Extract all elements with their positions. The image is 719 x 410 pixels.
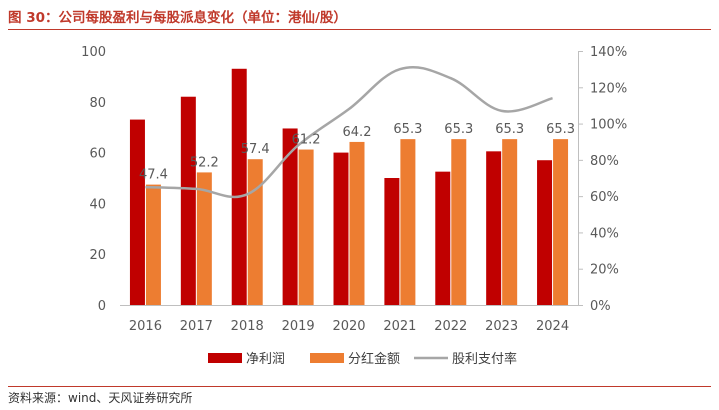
y-right-tick-label: 40% <box>590 226 619 241</box>
bar-net-profit-2020 <box>333 152 349 305</box>
bar-net-profit-2023 <box>486 151 502 305</box>
x-tick-label: 2019 <box>282 319 315 334</box>
x-tick-label: 2017 <box>180 319 213 334</box>
y-left-tick-label: 40 <box>89 197 106 212</box>
bar-dividend-2018 <box>247 159 263 305</box>
source-note: 资料来源：wind、天风证券研究所 <box>8 391 193 405</box>
data-label-dividend-2021: 65.3 <box>393 122 422 137</box>
line-payout-ratio <box>145 65 553 199</box>
bar-dividend-2021 <box>400 139 416 305</box>
y-right-tick-label: 0% <box>590 299 611 314</box>
line-layer <box>145 65 553 199</box>
data-label-dividend-2020: 64.2 <box>343 125 372 140</box>
data-label-dividend-2023: 65.3 <box>495 122 524 137</box>
data-label-dividend-2024: 65.3 <box>546 122 575 137</box>
bar-dividend-2022 <box>451 139 467 305</box>
bar-dividend-2020 <box>349 141 365 305</box>
data-label-dividend-2018: 57.4 <box>241 142 270 157</box>
y-right-tick-label: 20% <box>590 263 619 278</box>
title-rule <box>8 29 711 30</box>
bar-net-profit-2019 <box>282 128 298 305</box>
y-left-tick-label: 20 <box>89 248 106 263</box>
y-left-tick-label: 60 <box>89 147 106 162</box>
legend-label-payout: 股利支付率 <box>452 351 517 367</box>
x-tick-label: 2018 <box>231 319 264 334</box>
bars-layer <box>129 68 569 305</box>
x-tick-label: 2020 <box>332 319 365 334</box>
y-left-tick-label: 0 <box>98 299 106 314</box>
bar-dividend-2019 <box>298 149 314 305</box>
bar-dividend-2017 <box>196 172 212 305</box>
axes-layer: 2016 2017 2018 2019 2020 2021 2022 2023 2024 0 20 4… <box>81 45 627 334</box>
legend-label-dividend: 分红金额 <box>348 351 400 367</box>
legend-label-net-profit: 净利润 <box>246 352 285 367</box>
bar-net-profit-2016 <box>129 119 145 305</box>
y-right-tick-label: 120% <box>590 81 627 96</box>
legend-swatch-net-profit <box>208 353 242 363</box>
legend: 净利润 分红金额 股利支付率 <box>208 351 517 367</box>
bar-net-profit-2022 <box>435 171 451 305</box>
y-left-tick-label: 100 <box>81 45 106 60</box>
bar-net-profit-2017 <box>180 96 196 305</box>
data-label-dividend-2022: 65.3 <box>444 122 473 137</box>
chart: 47.452.257.461.264.2 65.3 65.3 65.3 65.3 201… <box>81 45 627 367</box>
x-tick-label: 2016 <box>129 319 162 334</box>
y-right-tick-label: 80% <box>590 154 619 169</box>
chart-title: 图 30：公司每股盈利与每股派息变化（单位：港仙/股） <box>8 10 347 26</box>
data-label-dividend-2019: 61.2 <box>292 133 321 148</box>
y-right-tick-label: 60% <box>590 190 619 205</box>
bar-dividend-2023 <box>502 139 518 305</box>
data-label-dividend-2017: 52.2 <box>190 155 219 170</box>
data-labels-layer: 47.4 52.2 57.4 61.2 64.2 65.3 65.3 65.3 65.3 <box>139 122 575 182</box>
bar-net-profit-2024 <box>537 160 553 305</box>
y-left-tick-label: 80 <box>89 96 106 111</box>
data-label-dividend-2016: 47.4 <box>139 168 168 183</box>
bar-net-profit-2021 <box>384 178 400 305</box>
source-rule <box>8 386 711 387</box>
legend-swatch-dividend <box>310 353 344 363</box>
bar-dividend-2016 <box>145 184 161 305</box>
y-right-tick-label: 140% <box>590 45 627 60</box>
bar-net-profit-2018 <box>231 68 247 305</box>
x-tick-label: 2021 <box>383 319 416 334</box>
y-right-tick-label: 100% <box>590 118 627 133</box>
x-tick-label: 2022 <box>434 319 467 334</box>
x-tick-label: 2024 <box>536 319 569 334</box>
bar-dividend-2024 <box>553 139 569 305</box>
x-tick-label: 2023 <box>485 319 518 334</box>
